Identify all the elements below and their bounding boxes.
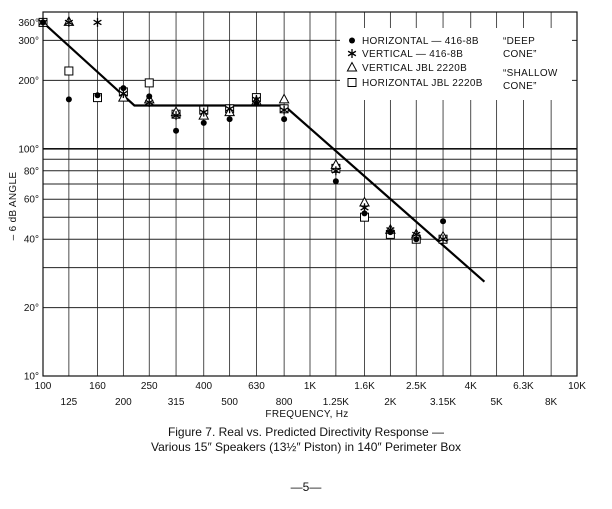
- data-point-horizontal-416: [120, 85, 127, 92]
- data-point-horizontal-416: [387, 229, 394, 236]
- predicted-line: [42, 21, 486, 283]
- data-point-horizontal-416: [413, 236, 420, 243]
- data-point-horizontal-2220: [64, 66, 74, 76]
- y-tick-label: 40°: [24, 235, 39, 246]
- x-tick-label: 630: [248, 381, 265, 392]
- x-tick-label: 4K: [465, 381, 478, 392]
- data-point-horizontal-416: [65, 96, 72, 103]
- legend-marker-horizontal-2220: [347, 78, 357, 87]
- data-point-horizontal-416: [361, 210, 368, 217]
- legend-label: VERTICAL JBL 2220B: [362, 63, 467, 74]
- plot-frame: [42, 11, 578, 377]
- legend-note: CONE”: [503, 49, 537, 60]
- x-tick-label: 1.6K: [354, 381, 375, 392]
- x-tick-label: 125: [61, 397, 78, 408]
- x-tick-label: 160: [89, 381, 106, 392]
- y-axis-title: – 6 dB ANGLE: [8, 172, 19, 241]
- y-tick-label: 100°: [18, 144, 39, 155]
- data-point-vertical-416: [93, 17, 102, 27]
- legend-marker-vertical-416: [347, 49, 357, 58]
- data-point-horizontal-416: [173, 127, 180, 134]
- directivity-chart: 100 160 250 400 630 1K 1.6K 2.5K 4K 6.3K 10K 125 200…: [8, 11, 587, 420]
- x-tick-label: 1.25K: [323, 397, 349, 408]
- predicted-response-line: [42, 21, 486, 283]
- legend-marker-vertical-2220: [346, 61, 358, 72]
- x-tick-label: 200: [115, 397, 132, 408]
- x-tick-label: 1K: [304, 381, 317, 392]
- legend-label: HORIZONTAL — 416-8B: [362, 36, 479, 47]
- caption-line-1: Figure 7. Real vs. Predicted Directivity…: [167, 425, 445, 439]
- legend-note: CONE”: [503, 81, 537, 92]
- data-point-horizontal-416: [253, 100, 260, 107]
- y-tick-label: 60°: [24, 195, 39, 206]
- page-number: —5—: [290, 480, 322, 494]
- x-tick-label: 8K: [545, 397, 558, 408]
- caption-line-2: Various 15″ Speakers (13½″ Piston) in 14…: [150, 440, 461, 454]
- x-tick-label: 5K: [491, 397, 504, 408]
- x-tick-label: 100: [35, 381, 52, 392]
- x-tick-label: 250: [141, 381, 158, 392]
- data-point-vertical-416: [438, 234, 448, 244]
- x-tick-label: 315: [168, 397, 185, 408]
- y-tick-label: 80°: [24, 166, 39, 177]
- x-axis-title: FREQUENCY, Hz: [265, 409, 348, 420]
- x-tick-label: 2.5K: [406, 381, 427, 392]
- legend-background: [340, 28, 572, 100]
- data-point-vertical-416: [199, 107, 208, 117]
- data-point-vertical-416: [225, 104, 234, 114]
- legend-label: VERTICAL — 416-8B: [362, 49, 463, 60]
- data-point-horizontal-416: [146, 93, 153, 100]
- x-tick-label: 400: [195, 381, 212, 392]
- legend-note: “DEEP: [503, 36, 535, 47]
- y-tick-label: 10°: [24, 372, 39, 383]
- x-tick-label: 6.3K: [513, 381, 534, 392]
- data-point-horizontal-416: [440, 218, 447, 225]
- data-point-vertical-416: [331, 166, 341, 176]
- data-point-horizontal-416: [40, 19, 46, 26]
- y-tick-label: 20°: [24, 303, 39, 314]
- figure-caption: Figure 7. Real vs. Predicted Directivity…: [0, 425, 612, 455]
- data-point-vertical-2220: [278, 93, 290, 104]
- data-point-vertical-416: [279, 105, 289, 115]
- x-axis-ticks: 100 160 250 400 630 1K 1.6K 2.5K 4K 6.3K 10K 125 200…: [35, 381, 587, 408]
- data-point-vertical-416: [64, 17, 74, 27]
- x-tick-label: 2K: [384, 397, 397, 408]
- x-tick-label: 3.15K: [430, 397, 456, 408]
- data-point-horizontal-416: [281, 116, 288, 123]
- x-tick-label: 500: [221, 397, 238, 408]
- y-tick-label: 360°: [18, 18, 39, 29]
- y-axis-ticks: 10° 20° 40° 60° 80° 100° 200° 300° 360°: [18, 18, 39, 383]
- data-markers: [38, 15, 449, 244]
- legend: HORIZONTAL — 416-8B VERTICAL — 416-8B VERT…: [340, 28, 572, 100]
- x-tick-label: 800: [276, 397, 293, 408]
- data-point-horizontal-416: [94, 92, 101, 99]
- data-point-horizontal-416: [200, 119, 207, 126]
- x-tick-label: 10K: [568, 381, 586, 392]
- legend-marker-horizontal-416: [349, 37, 355, 44]
- data-point-vertical-416: [171, 111, 181, 121]
- data-point-horizontal-416: [226, 116, 233, 123]
- legend-label: HORIZONTAL JBL 2220B: [362, 78, 483, 89]
- data-point-horizontal-416: [332, 178, 339, 185]
- y-tick-label: 300°: [18, 36, 39, 47]
- legend-note: “SHALLOW: [503, 68, 558, 79]
- y-tick-label: 200°: [18, 76, 39, 87]
- data-point-horizontal-2220: [144, 78, 154, 88]
